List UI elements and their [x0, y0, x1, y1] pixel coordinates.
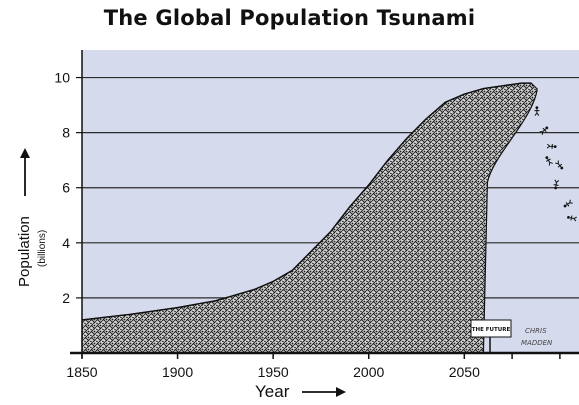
x-tick-label-1850: 1850: [66, 364, 97, 380]
population-wave-crest: [81, 82, 532, 321]
y-tick-label-6: 6: [62, 180, 70, 196]
future-sign-text: THE FUTURE: [472, 327, 511, 333]
future-sign: THE FUTURE: [470, 319, 512, 352]
artist-credit-last: MADDEN: [521, 339, 553, 347]
x-axis-label: Year: [255, 382, 290, 401]
y-tick-label-10: 10: [54, 70, 70, 86]
wave-spray-figures: [534, 106, 577, 222]
x-tick-label-1950: 1950: [258, 364, 289, 380]
y-tick-marks: 2 4 6 8 10: [54, 70, 82, 306]
x-tick-label-2050: 2050: [449, 364, 480, 380]
y-axis-label-group: Population (billions): [16, 148, 48, 287]
population-wave: [81, 82, 538, 354]
spray-figure-3: [555, 160, 564, 170]
x-tick-label-1900: 1900: [162, 364, 193, 380]
chart-title: The Global Population Tsunami: [103, 6, 476, 30]
x-axis-arrowhead: [336, 387, 346, 397]
y-tick-label-2: 2: [62, 290, 70, 306]
x-tick-marks: 1850 1900 1950 2000 2050: [66, 353, 561, 380]
y-tick-label-4: 4: [62, 235, 70, 251]
y-axis-label: Population: [16, 216, 33, 287]
spray-figure-6: [567, 215, 577, 222]
spray-figure-2: [546, 143, 557, 149]
x-tick-label-2000: 2000: [353, 364, 384, 380]
artist-credit-first: CHRIS: [525, 327, 547, 335]
y-axis-arrowhead: [20, 148, 30, 158]
y-tick-label-8: 8: [62, 125, 70, 141]
spray-figure-4: [553, 179, 560, 190]
spray-figure-1: [539, 126, 549, 135]
x-axis-label-group: Year: [255, 382, 346, 401]
y-axis-unit: (billions): [37, 230, 48, 267]
spray-figure-7: [545, 156, 553, 166]
spray-figure-0: [534, 106, 540, 116]
spray-figure-5: [563, 199, 573, 208]
